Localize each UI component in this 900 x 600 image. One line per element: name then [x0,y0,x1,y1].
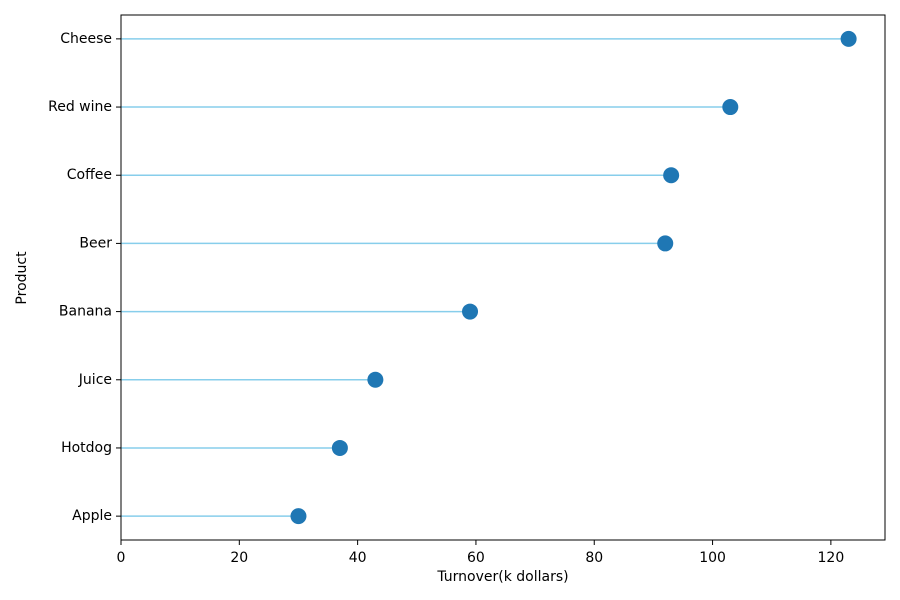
x-tick-label: 20 [230,550,248,566]
x-tick-label: 0 [117,550,126,566]
dot [462,303,479,320]
dot [331,439,348,456]
dot [663,167,680,184]
x-axis-label: Turnover(k dollars) [436,569,568,585]
x-tick-label: 60 [467,550,485,566]
x-tick-label: 40 [349,550,367,566]
x-tick-label: 100 [699,550,726,566]
dot [722,99,739,116]
y-tick-label: Beer [79,235,112,251]
x-tick-label: 120 [818,550,845,566]
x-tick-label: 80 [585,550,603,566]
y-tick-label: Coffee [67,167,112,183]
dot [290,508,307,525]
dot [657,235,674,252]
dot [840,30,857,47]
dot [367,371,384,388]
y-tick-label: Juice [78,372,112,388]
y-tick-label: Hotdog [61,440,112,456]
y-tick-label: Red wine [48,99,112,115]
y-axis-label: Product [14,251,30,305]
y-tick-label: Apple [72,508,112,524]
plot-frame [120,14,886,541]
y-tick-label: Banana [59,304,112,320]
y-tick-label: Cheese [60,31,112,47]
